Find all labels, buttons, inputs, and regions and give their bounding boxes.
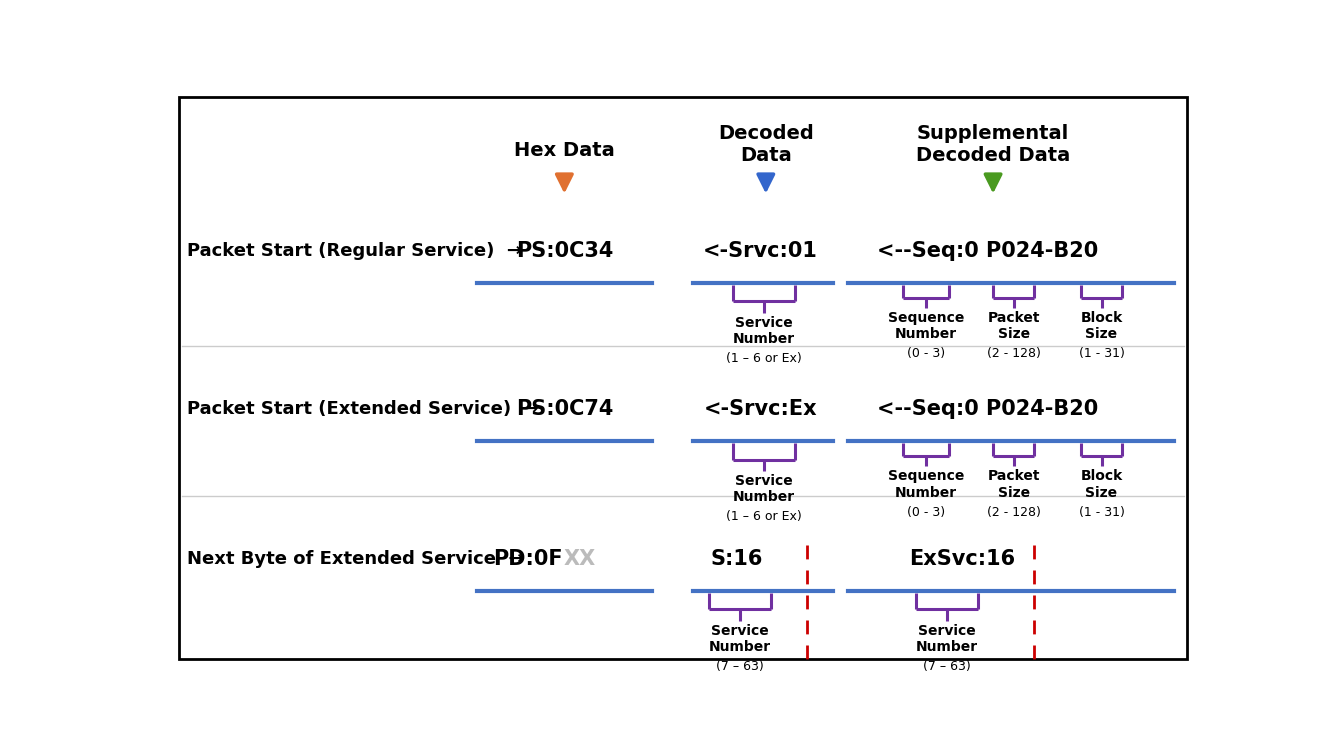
Text: <-Srvc:01: <-Srvc:01: [704, 241, 818, 261]
Text: (2 - 128): (2 - 128): [986, 347, 1041, 361]
Text: Block
Size: Block Size: [1081, 469, 1122, 500]
Text: Packet
Size: Packet Size: [988, 311, 1040, 341]
Text: (1 - 31): (1 - 31): [1078, 506, 1125, 518]
Text: (2 - 128): (2 - 128): [986, 506, 1041, 518]
Text: Supplemental
Decoded Data: Supplemental Decoded Data: [916, 124, 1070, 165]
Text: PD:0F: PD:0F: [493, 549, 563, 569]
Text: <-Srvc:Ex: <-Srvc:Ex: [704, 399, 817, 420]
Text: (0 - 3): (0 - 3): [906, 506, 945, 518]
Text: Block
Size: Block Size: [1081, 311, 1122, 341]
Text: ExSvc:16: ExSvc:16: [909, 549, 1016, 569]
Text: Sequence
Number: Sequence Number: [888, 469, 964, 500]
Text: <--Seq:0 P024-B20: <--Seq:0 P024-B20: [877, 241, 1098, 261]
Text: (1 – 6 or Ex): (1 – 6 or Ex): [726, 510, 801, 523]
Text: Packet Start (Regular Service)  →: Packet Start (Regular Service) →: [187, 242, 523, 260]
Text: Sequence
Number: Sequence Number: [888, 311, 964, 341]
Text: (0 - 3): (0 - 3): [906, 347, 945, 361]
Text: Packet Start (Extended Service)  →: Packet Start (Extended Service) →: [187, 400, 539, 418]
Text: (7 – 63): (7 – 63): [922, 660, 970, 673]
Text: S:16: S:16: [710, 549, 762, 569]
Text: PS:0C74: PS:0C74: [516, 399, 613, 420]
Text: Hex Data: Hex Data: [515, 141, 615, 160]
Text: PS:0C34: PS:0C34: [516, 241, 613, 261]
Text: XX: XX: [564, 549, 596, 569]
Text: <--Seq:0 P024-B20: <--Seq:0 P024-B20: [877, 399, 1098, 420]
Text: Packet
Size: Packet Size: [988, 469, 1040, 500]
Text: (1 - 31): (1 - 31): [1078, 347, 1125, 361]
Text: Next Byte of Extended Service  →: Next Byte of Extended Service →: [187, 551, 524, 568]
Text: (7 – 63): (7 – 63): [716, 660, 764, 673]
Text: Service
Number: Service Number: [916, 624, 977, 654]
Text: Decoded
Data: Decoded Data: [718, 124, 813, 165]
Text: Service
Number: Service Number: [733, 474, 794, 504]
Text: (1 – 6 or Ex): (1 – 6 or Ex): [726, 352, 801, 365]
Text: Service
Number: Service Number: [709, 624, 770, 654]
Text: Service
Number: Service Number: [733, 316, 794, 346]
